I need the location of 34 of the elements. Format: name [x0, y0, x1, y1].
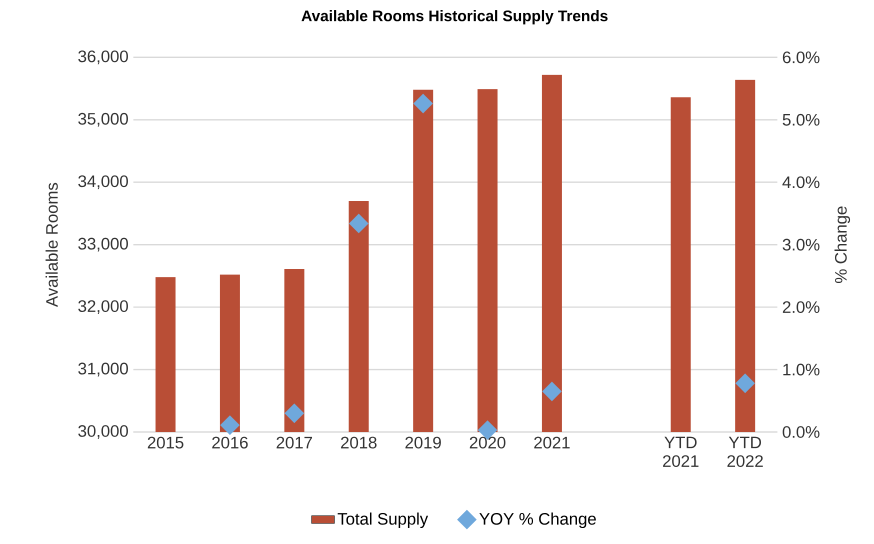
y-axis-title: Available Rooms [46, 182, 58, 308]
point [542, 382, 562, 402]
x-tick-label: 2018 [341, 436, 377, 449]
point [284, 404, 304, 423]
legend-label: YOY % Change [479, 512, 596, 528]
y-tick-label: 32,000 [78, 300, 128, 314]
y2-tick-label: 5.0% [782, 114, 820, 126]
x-tick-label: 2016 [212, 436, 248, 449]
y-tick-label: 36,000 [78, 50, 128, 64]
y-tick-label: 30,000 [78, 425, 128, 439]
point [413, 94, 433, 114]
legend-label: Total Supply [338, 512, 428, 528]
y2-tick-label: 3.0% [782, 238, 820, 251]
x-tick-label: YTD 2021 [663, 436, 698, 468]
y2-tick-label: 2.0% [782, 301, 820, 314]
chart-title: Available Rooms Historical Supply Trends [302, 10, 608, 24]
y2-axis-title: % Change [834, 206, 850, 283]
point [349, 214, 368, 234]
y2-tick-label: 0.0% [782, 426, 820, 438]
y-tick-label: 35,000 [78, 112, 128, 127]
y-tick-label: 33,000 [78, 238, 128, 252]
x-tick-label: 2019 [405, 436, 441, 449]
x-tick-label: 2017 [276, 436, 312, 449]
y2-tick-label: 4.0% [782, 176, 820, 188]
y-tick-label: 31,000 [78, 362, 128, 376]
x-tick-label: 2021 [534, 436, 570, 449]
point [735, 374, 755, 393]
y-tick-label: 34,000 [78, 175, 128, 190]
x-tick-label: 2020 [470, 436, 506, 449]
x-tick-label: YTD 2022 [727, 436, 763, 468]
x-tick-label: 2015 [148, 436, 184, 449]
point [220, 415, 240, 435]
y2-tick-label: 6.0% [782, 51, 820, 64]
y2-tick-label: 1.0% [783, 364, 820, 376]
